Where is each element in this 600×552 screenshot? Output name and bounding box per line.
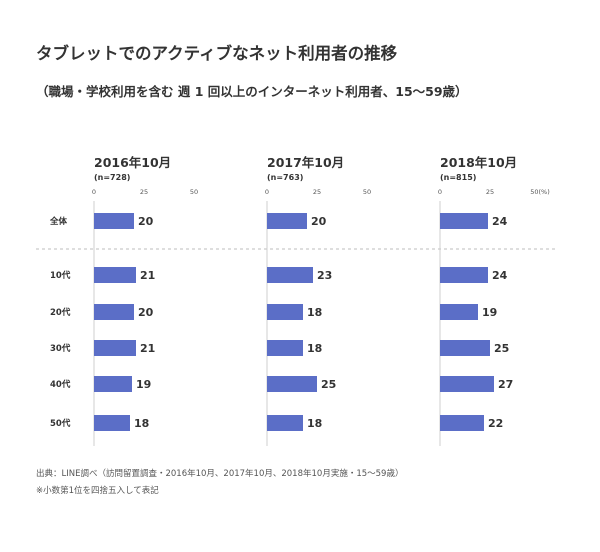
bar-2-3 — [440, 340, 490, 356]
tick-label-1-0: 0 — [265, 188, 269, 196]
series-n-0: (n=728) — [94, 173, 130, 182]
rounding-note: ※小数第1位を四捨五入して表記 — [36, 486, 159, 496]
series-n-2: (n=815) — [440, 173, 476, 182]
chart-title: タブレットでのアクティブなネット利用者の推移 — [36, 44, 398, 63]
bar-0-4 — [94, 376, 132, 392]
value-label-1-0: 20 — [311, 215, 327, 228]
source-note: 出典：LINE調べ（訪問留置調査・2016年10月、2017年10月、2018年… — [36, 469, 404, 479]
bar-2-0 — [440, 213, 488, 229]
value-label-1-2: 18 — [307, 306, 322, 319]
value-label-2-4: 27 — [498, 378, 513, 391]
value-label-1-4: 25 — [321, 378, 336, 391]
bar-2-4 — [440, 376, 494, 392]
value-label-0-3: 21 — [140, 342, 155, 355]
footnotes: 出典：LINE調べ（訪問留置調査・2016年10月、2017年10月、2018年… — [36, 466, 403, 500]
value-label-2-5: 22 — [488, 417, 503, 430]
tick-label-0-2: 50 — [190, 188, 198, 196]
series-title-1: 2017年10月 — [267, 155, 344, 170]
row-label-3: 30代 — [50, 343, 71, 354]
bar-0-3 — [94, 340, 136, 356]
tick-label-1-1: 25 — [313, 188, 321, 196]
value-label-0-2: 20 — [138, 306, 154, 319]
bar-1-3 — [267, 340, 303, 356]
series-title-0: 2016年10月 — [94, 155, 171, 170]
row-label-1: 10代 — [50, 270, 71, 281]
bar-2-5 — [440, 415, 484, 431]
bar-0-5 — [94, 415, 130, 431]
bar-0-1 — [94, 267, 136, 283]
tick-label-2-2: 50(%) — [530, 188, 550, 196]
value-label-1-1: 23 — [317, 269, 332, 282]
value-label-0-0: 20 — [138, 215, 154, 228]
value-label-2-0: 24 — [492, 215, 508, 228]
tick-label-0-0: 0 — [92, 188, 96, 196]
value-label-2-3: 25 — [494, 342, 509, 355]
value-label-1-5: 18 — [307, 417, 322, 430]
bar-2-1 — [440, 267, 488, 283]
value-label-2-2: 19 — [482, 306, 497, 319]
bar-1-1 — [267, 267, 313, 283]
bar-0-2 — [94, 304, 134, 320]
tick-label-2-1: 25 — [486, 188, 494, 196]
row-label-0: 全体 — [49, 216, 68, 227]
row-label-2: 20代 — [50, 307, 71, 318]
chart-subtitle: （職場・学校利用を含む 週 1 回以上のインターネット利用者、15～59歳） — [36, 84, 468, 99]
tick-label-2-0: 0 — [438, 188, 442, 196]
bar-1-5 — [267, 415, 303, 431]
value-label-2-1: 24 — [492, 269, 508, 282]
bar-1-0 — [267, 213, 307, 229]
row-label-4: 40代 — [50, 379, 71, 390]
value-label-1-3: 18 — [307, 342, 322, 355]
row-label-5: 50代 — [50, 418, 71, 429]
value-label-0-5: 18 — [134, 417, 149, 430]
tick-label-1-2: 50 — [363, 188, 371, 196]
bar-0-0 — [94, 213, 134, 229]
series-title-2: 2018年10月 — [440, 155, 517, 170]
value-label-0-4: 19 — [136, 378, 151, 391]
bar-2-2 — [440, 304, 478, 320]
bar-1-4 — [267, 376, 317, 392]
bar-1-2 — [267, 304, 303, 320]
value-label-0-1: 21 — [140, 269, 155, 282]
series-n-1: (n=763) — [267, 173, 303, 182]
tick-label-0-1: 25 — [140, 188, 148, 196]
